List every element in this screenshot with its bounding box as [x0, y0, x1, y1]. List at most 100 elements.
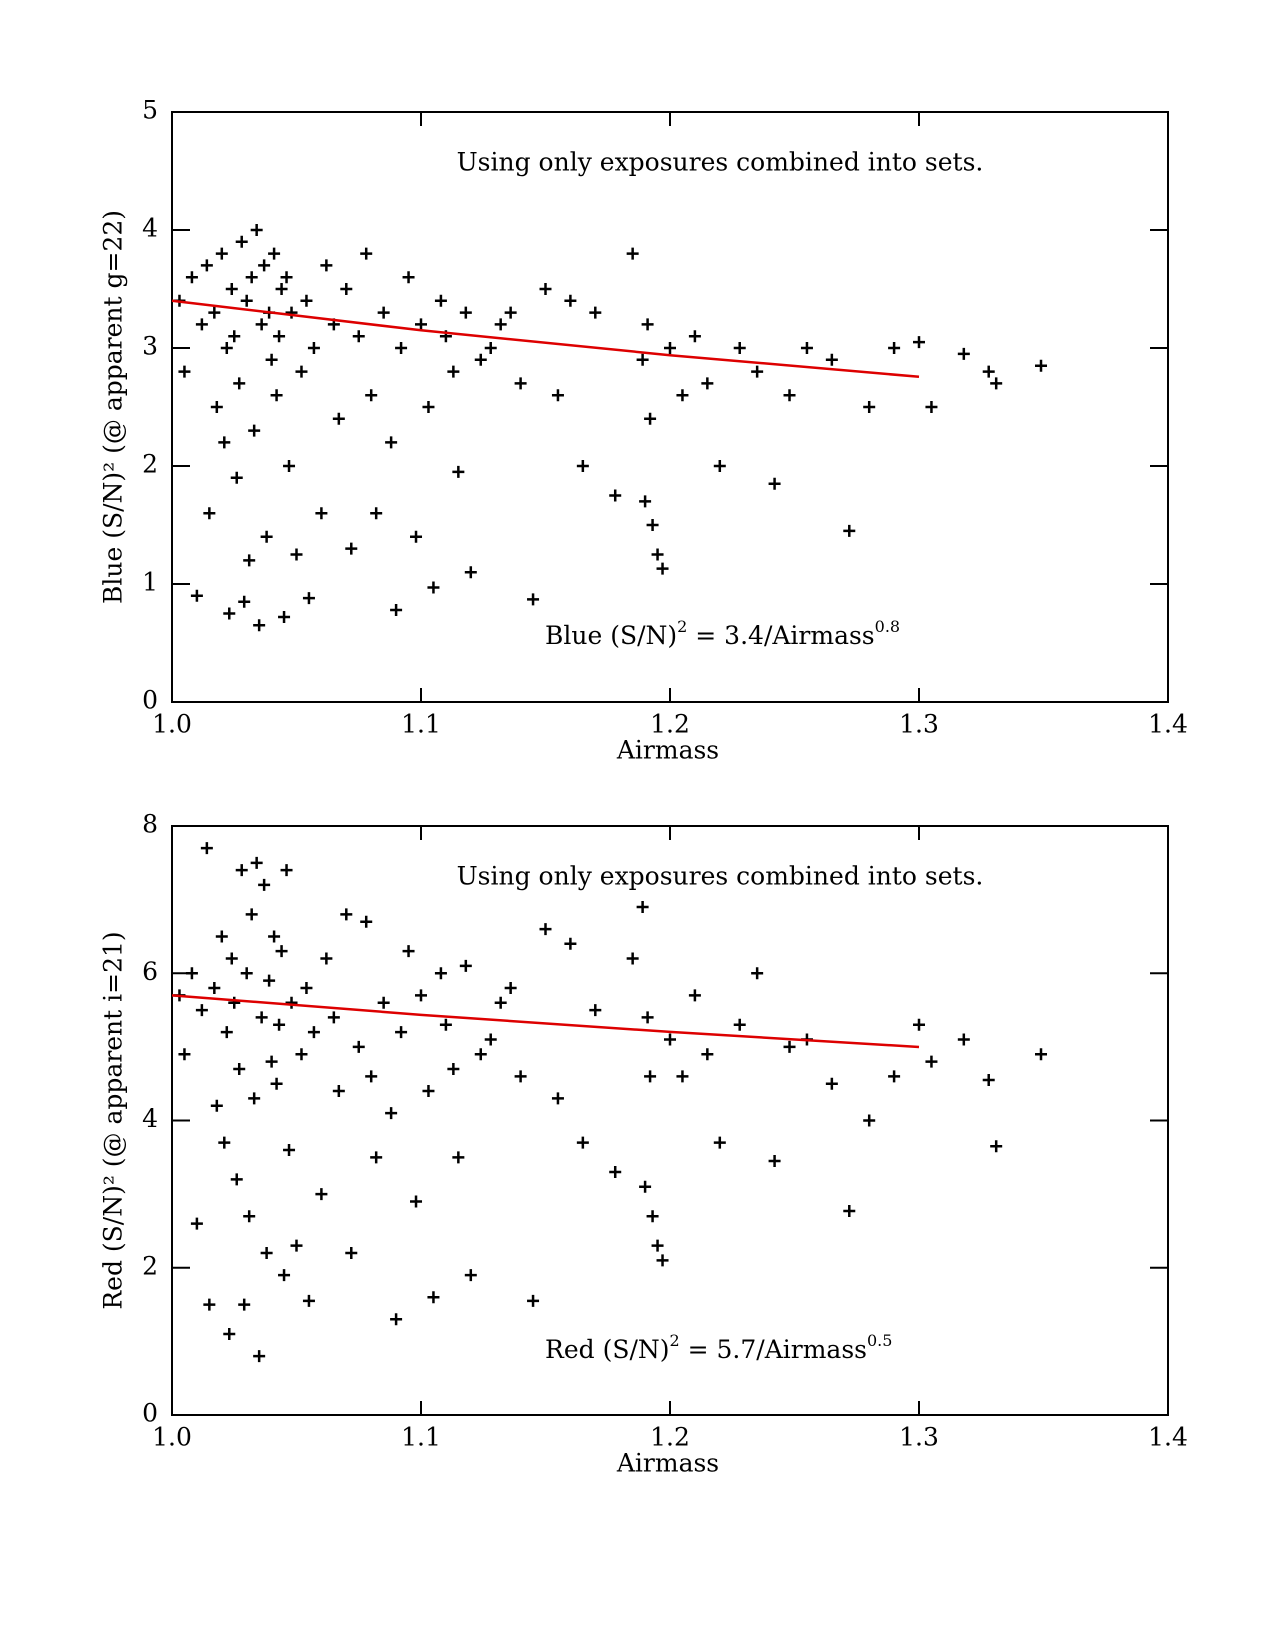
data-point — [888, 1070, 901, 1083]
data-point — [200, 842, 213, 855]
data-point — [228, 996, 241, 1009]
data-point — [295, 365, 308, 378]
y-tick-label: 2 — [142, 1251, 158, 1280]
x-tick-label: 1.4 — [1148, 710, 1188, 739]
data-point — [551, 1092, 564, 1105]
data-point — [200, 259, 213, 272]
data-point — [484, 1033, 497, 1046]
data-point — [644, 1070, 657, 1083]
data-point — [360, 247, 373, 260]
data-point — [263, 974, 276, 987]
plot-frame — [171, 825, 1169, 1416]
data-point — [474, 1048, 487, 1061]
data-point — [240, 967, 253, 980]
data-point — [688, 330, 701, 343]
data-point — [370, 1151, 383, 1164]
data-point — [250, 224, 263, 236]
data-point — [576, 1136, 589, 1149]
data-point — [265, 1055, 278, 1068]
data-point — [352, 1040, 365, 1053]
data-point — [733, 342, 746, 354]
data-point — [825, 1077, 838, 1090]
data-point — [340, 283, 353, 295]
data-point — [713, 1136, 726, 1149]
data-point — [957, 1033, 970, 1046]
data-point — [178, 1048, 191, 1061]
data-point — [385, 1107, 398, 1120]
data-point — [825, 353, 838, 366]
data-point — [913, 1018, 925, 1031]
data-point — [713, 460, 726, 472]
data-point — [925, 1055, 938, 1068]
data-point — [255, 1011, 268, 1024]
data-point — [195, 1004, 208, 1017]
data-point — [656, 562, 669, 575]
data-point — [646, 519, 659, 531]
data-point — [332, 1085, 345, 1098]
x-axis-label: Airmass — [616, 736, 719, 765]
y-tick-label: 6 — [142, 957, 158, 986]
y-axis-label: Red (S/N)² (@ apparent i=21) — [99, 931, 128, 1309]
data-point — [265, 353, 278, 366]
y-tick-label: 0 — [142, 686, 158, 715]
data-point — [248, 424, 261, 437]
data-point — [452, 465, 465, 478]
formula-text: = 5.7/Airmass — [680, 1335, 867, 1364]
data-point — [656, 1254, 669, 1267]
data-point — [494, 318, 507, 331]
x-tick-label: 1.1 — [401, 710, 441, 739]
data-point — [639, 495, 652, 508]
y-tick-label: 2 — [142, 450, 158, 479]
data-point — [290, 1239, 303, 1252]
data-point — [340, 908, 353, 921]
data-point — [688, 989, 701, 1002]
data-point — [664, 1033, 676, 1046]
data-point — [888, 342, 901, 354]
data-point — [644, 412, 657, 425]
x-tick-label: 1.3 — [899, 1423, 939, 1452]
data-point — [701, 1048, 714, 1061]
data-point — [225, 952, 238, 965]
data-point — [248, 1092, 261, 1105]
data-point — [427, 581, 440, 594]
formula-superscript: 2 — [677, 617, 687, 636]
data-point — [273, 330, 286, 343]
data-point — [273, 1018, 286, 1031]
data-point — [504, 306, 517, 319]
data-point — [270, 389, 283, 402]
formula-text: = 3.4/Airmass — [687, 621, 874, 650]
data-point — [768, 477, 781, 490]
data-point — [258, 878, 271, 891]
data-point — [283, 1143, 296, 1156]
data-point — [278, 1269, 291, 1282]
annotation: Using only exposures combined into sets. — [457, 148, 984, 177]
data-point — [1035, 1048, 1048, 1061]
data-point — [275, 283, 288, 295]
y-tick-label: 5 — [142, 96, 158, 125]
data-point — [390, 603, 403, 616]
formula-text: Red (S/N) — [545, 1335, 670, 1364]
data-point — [843, 1205, 856, 1218]
data-point — [268, 247, 281, 260]
data-point — [447, 1062, 460, 1075]
data-point — [651, 548, 664, 561]
data-point — [253, 1350, 266, 1363]
data-point — [484, 342, 497, 354]
x-tick-label: 1.2 — [650, 1423, 690, 1452]
data-point — [422, 1085, 435, 1098]
data-point — [636, 353, 649, 366]
data-point — [255, 318, 268, 331]
data-point — [365, 389, 378, 402]
data-point — [925, 401, 938, 413]
data-point — [253, 619, 266, 632]
data-point — [783, 389, 796, 402]
data-point — [203, 507, 216, 520]
data-point — [395, 342, 408, 354]
data-point — [539, 283, 552, 295]
data-point — [982, 365, 995, 378]
data-point — [990, 1140, 1003, 1153]
data-point — [195, 318, 208, 331]
data-point — [639, 1180, 652, 1193]
data-point — [751, 365, 764, 378]
data-point — [863, 1114, 876, 1127]
